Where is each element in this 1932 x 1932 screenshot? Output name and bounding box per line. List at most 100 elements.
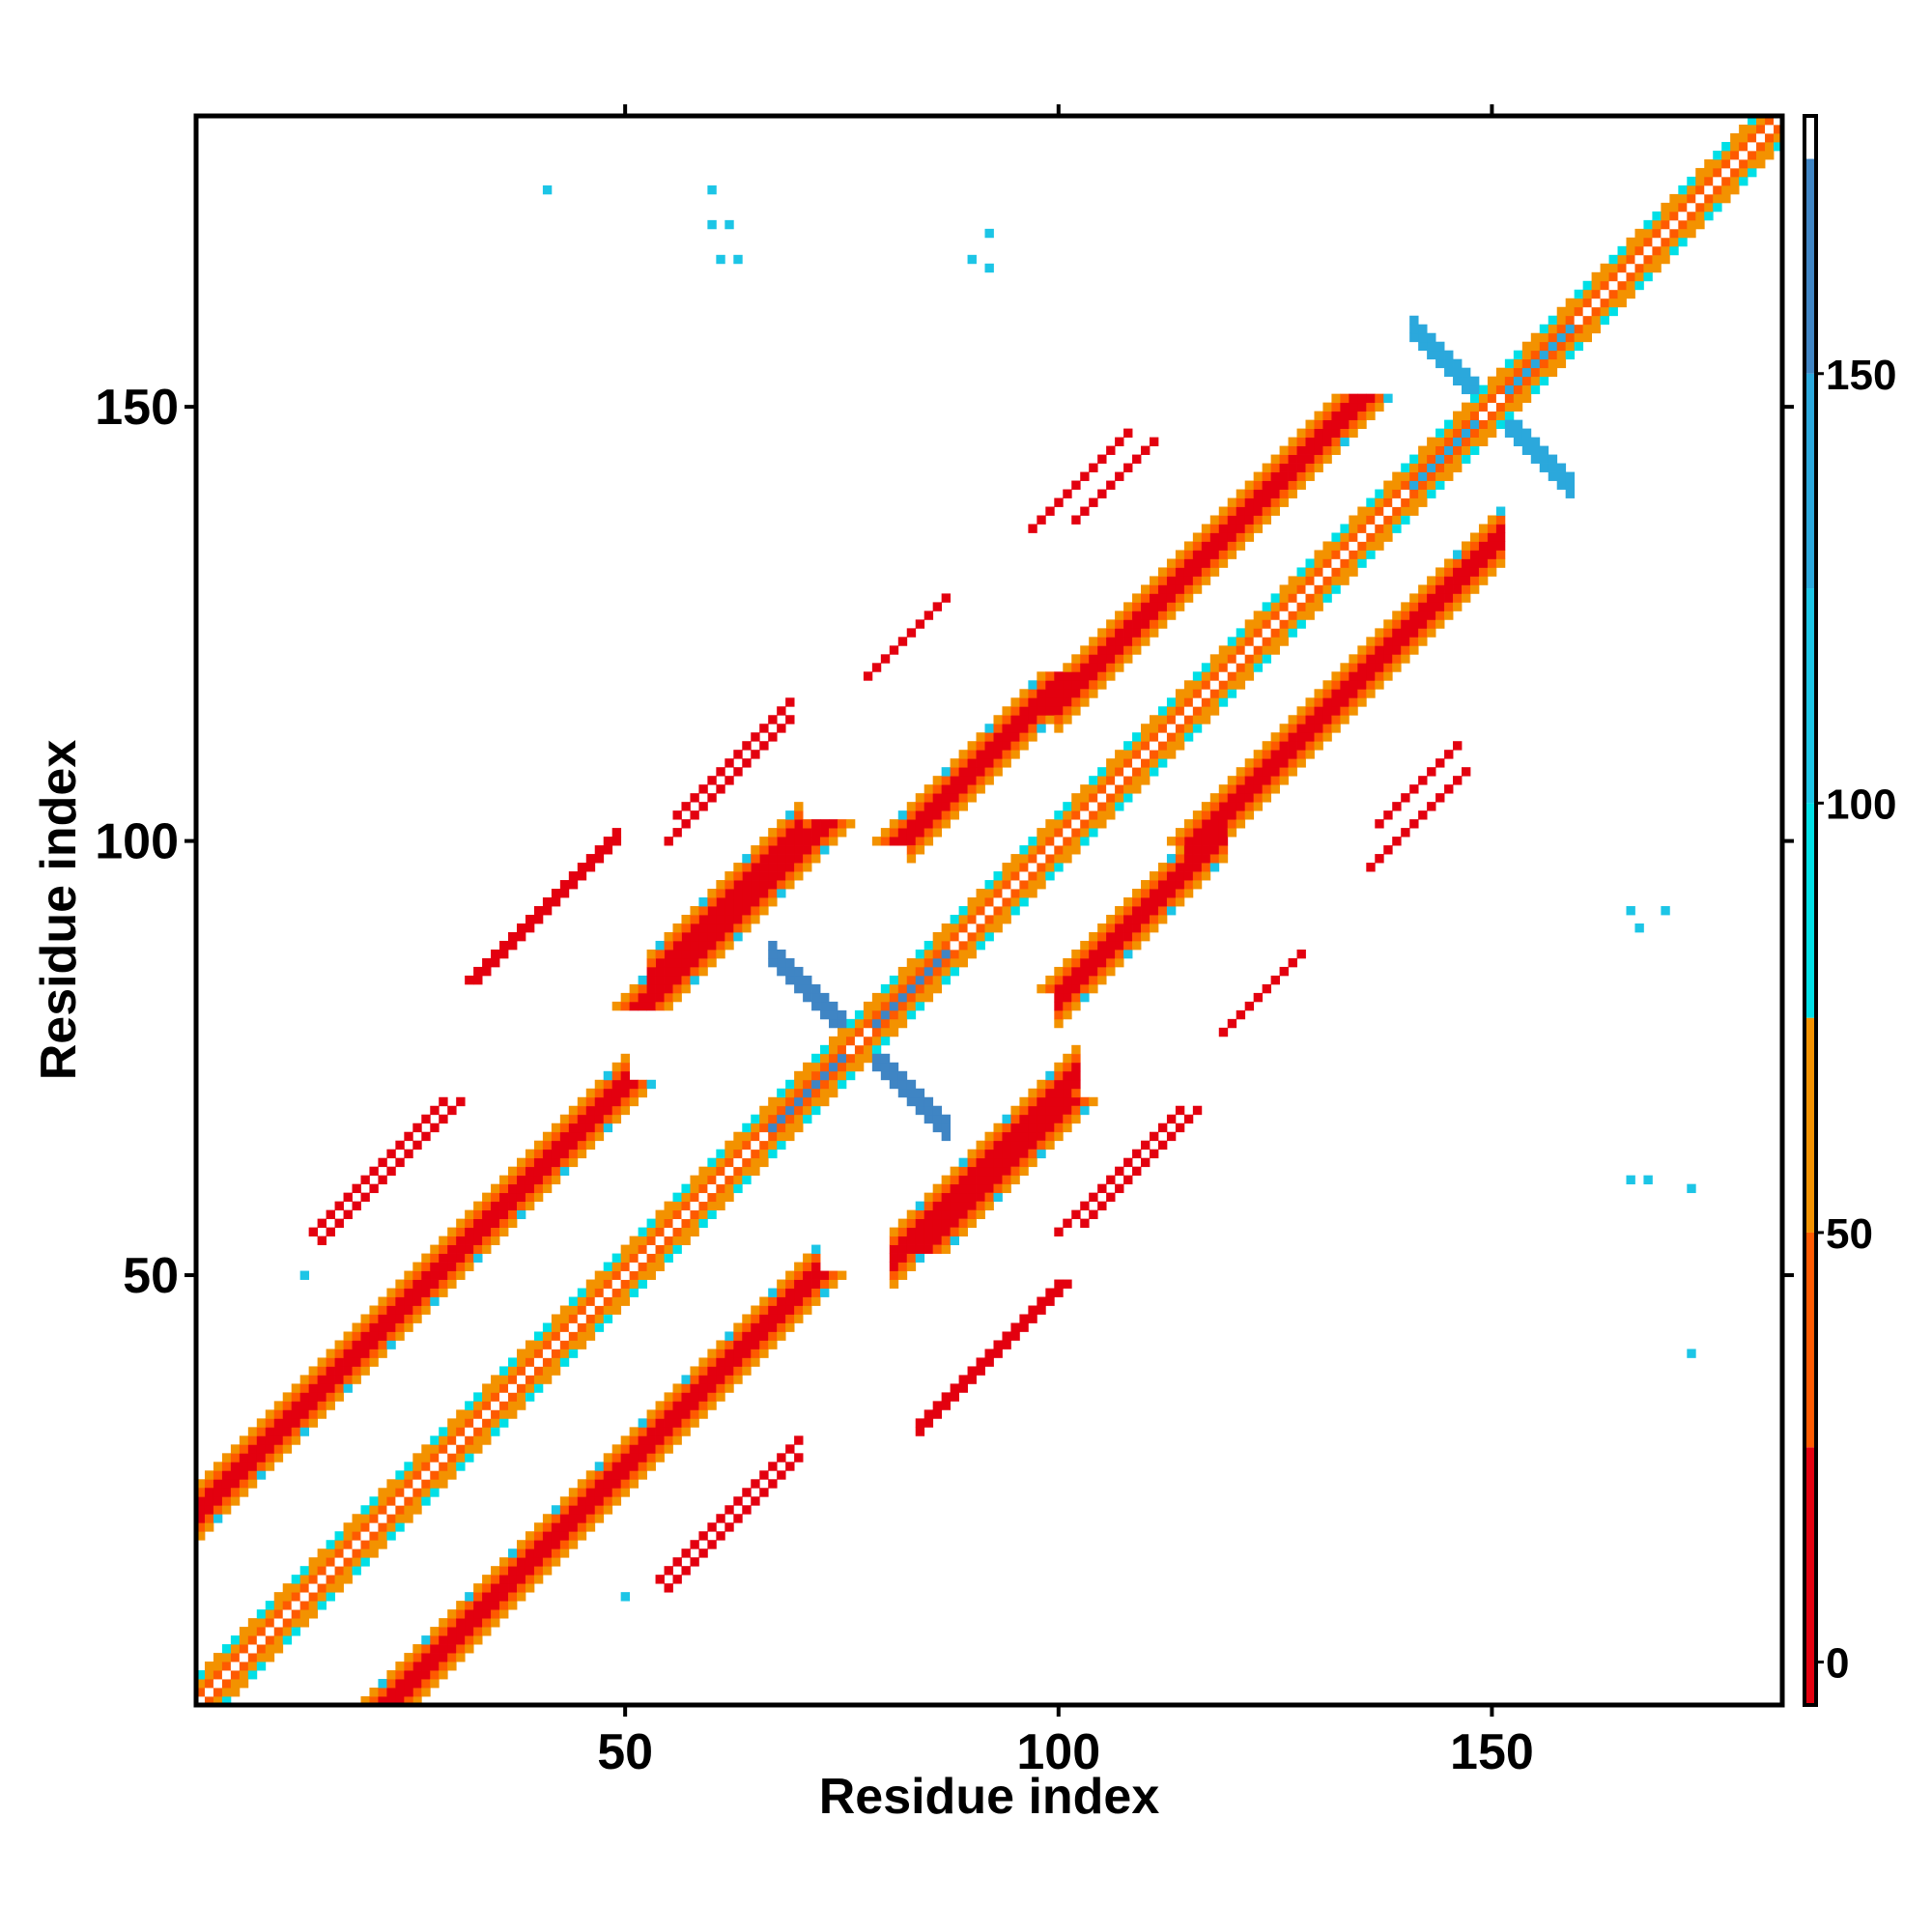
heatmap-cell xyxy=(465,1427,474,1436)
heatmap-cell xyxy=(1687,193,1696,204)
heatmap-cell xyxy=(1462,384,1471,395)
heatmap-cell xyxy=(1028,724,1037,733)
heatmap-cell xyxy=(655,966,665,977)
heatmap-cell xyxy=(473,1227,483,1236)
heatmap-cell xyxy=(681,1427,691,1436)
heatmap-cell xyxy=(594,1279,605,1289)
heatmap-cell xyxy=(256,1418,267,1428)
heatmap-cell xyxy=(794,802,804,811)
heatmap-cell xyxy=(326,1375,335,1384)
heatmap-cell xyxy=(516,1192,526,1203)
heatmap-cell xyxy=(421,1296,431,1306)
heatmap-cell xyxy=(1149,611,1159,620)
heatmap-cell xyxy=(491,1575,500,1584)
heatmap-cell xyxy=(759,837,769,846)
heatmap-cell xyxy=(533,1566,544,1576)
heatmap-cell xyxy=(716,1514,725,1523)
heatmap-cell xyxy=(932,931,943,942)
heatmap-cell xyxy=(1141,741,1151,751)
heatmap-cell xyxy=(1063,715,1072,724)
heatmap-cell xyxy=(837,1044,847,1055)
heatmap-cell xyxy=(508,1218,518,1228)
heatmap-cell xyxy=(1565,489,1576,498)
heatmap-cell xyxy=(282,1635,293,1645)
heatmap-cell xyxy=(733,1357,743,1367)
heatmap-cell xyxy=(742,1488,752,1497)
heatmap-cell xyxy=(447,1262,457,1271)
heatmap-cell xyxy=(1106,914,1116,924)
heatmap-cell xyxy=(664,1227,673,1236)
heatmap-cell xyxy=(958,1201,968,1211)
heatmap-cell xyxy=(803,1105,812,1116)
heatmap-cell xyxy=(1314,437,1323,446)
heatmap-cell xyxy=(1462,576,1471,585)
heatmap-cell xyxy=(1089,654,1098,664)
heatmap-cell xyxy=(585,1488,596,1497)
heatmap-cell xyxy=(733,1175,743,1185)
heatmap-cell xyxy=(482,957,492,968)
heatmap-cell xyxy=(317,1601,327,1610)
heatmap-cell xyxy=(1270,471,1280,481)
heatmap-cell xyxy=(1175,567,1185,577)
heatmap-cell xyxy=(1435,341,1445,352)
heatmap-cell xyxy=(1747,167,1757,178)
heatmap-cell xyxy=(412,1505,422,1515)
heatmap-cell xyxy=(1322,445,1332,455)
heatmap-cell xyxy=(1106,793,1116,803)
heatmap-cell xyxy=(465,1244,474,1254)
heatmap-cell xyxy=(568,1540,579,1549)
heatmap-cell xyxy=(1288,732,1297,742)
heatmap-cell xyxy=(1019,732,1029,742)
heatmap-cell xyxy=(733,254,743,265)
heatmap-cell xyxy=(724,871,734,881)
heatmap-cell xyxy=(378,1688,387,1697)
heatmap-cell xyxy=(1349,697,1358,707)
heatmap-cell xyxy=(716,949,725,959)
heatmap-cell xyxy=(491,1592,500,1602)
heatmap-cell xyxy=(1366,671,1376,681)
heatmap-cell xyxy=(698,1218,708,1228)
heatmap-cell xyxy=(1530,341,1541,352)
heatmap-cell xyxy=(317,1583,327,1593)
heatmap-cell xyxy=(568,880,579,890)
heatmap-cell xyxy=(906,1253,917,1263)
heatmap-cell xyxy=(1071,515,1081,525)
heatmap-cell xyxy=(1331,706,1341,716)
heatmap-cell xyxy=(1244,776,1255,785)
heatmap-cell xyxy=(1427,341,1436,352)
heatmap-cell xyxy=(1279,628,1289,638)
heatmap-cell xyxy=(1574,289,1584,299)
heatmap-cell xyxy=(1028,706,1037,716)
heatmap-cell xyxy=(360,1531,370,1541)
heatmap-cell xyxy=(794,1270,804,1280)
heatmap-cell xyxy=(430,1653,440,1662)
heatmap-cell xyxy=(516,1209,526,1220)
heatmap-cell xyxy=(1349,411,1358,421)
heatmap-cell xyxy=(629,1236,639,1245)
heatmap-cell xyxy=(655,1227,665,1236)
heatmap-cell xyxy=(941,802,952,811)
heatmap-cell xyxy=(889,1279,899,1289)
heatmap-cell xyxy=(880,983,891,994)
heatmap-cell xyxy=(1010,1131,1020,1142)
heatmap-cell xyxy=(993,1192,1003,1203)
heatmap-cell xyxy=(871,1044,882,1055)
heatmap-cell xyxy=(273,1401,284,1410)
heatmap-cell xyxy=(1331,393,1341,404)
heatmap-cell xyxy=(577,1122,587,1133)
heatmap-cell xyxy=(1409,784,1419,794)
heatmap-cell xyxy=(213,1505,223,1515)
heatmap-cell xyxy=(1123,654,1133,664)
heatmap-cell xyxy=(1521,445,1532,455)
heatmap-cell xyxy=(1019,697,1029,707)
heatmap-cell xyxy=(412,1270,422,1280)
heatmap-cell xyxy=(1331,671,1341,681)
heatmap-cell xyxy=(1322,576,1332,585)
heatmap-cell xyxy=(1721,167,1731,178)
heatmap-cell xyxy=(889,975,899,985)
heatmap-cell xyxy=(1600,315,1609,326)
heatmap-cell xyxy=(1730,185,1740,195)
heatmap-cell xyxy=(559,1114,570,1124)
heatmap-cell xyxy=(1487,402,1497,412)
heatmap-cell xyxy=(447,1627,457,1636)
